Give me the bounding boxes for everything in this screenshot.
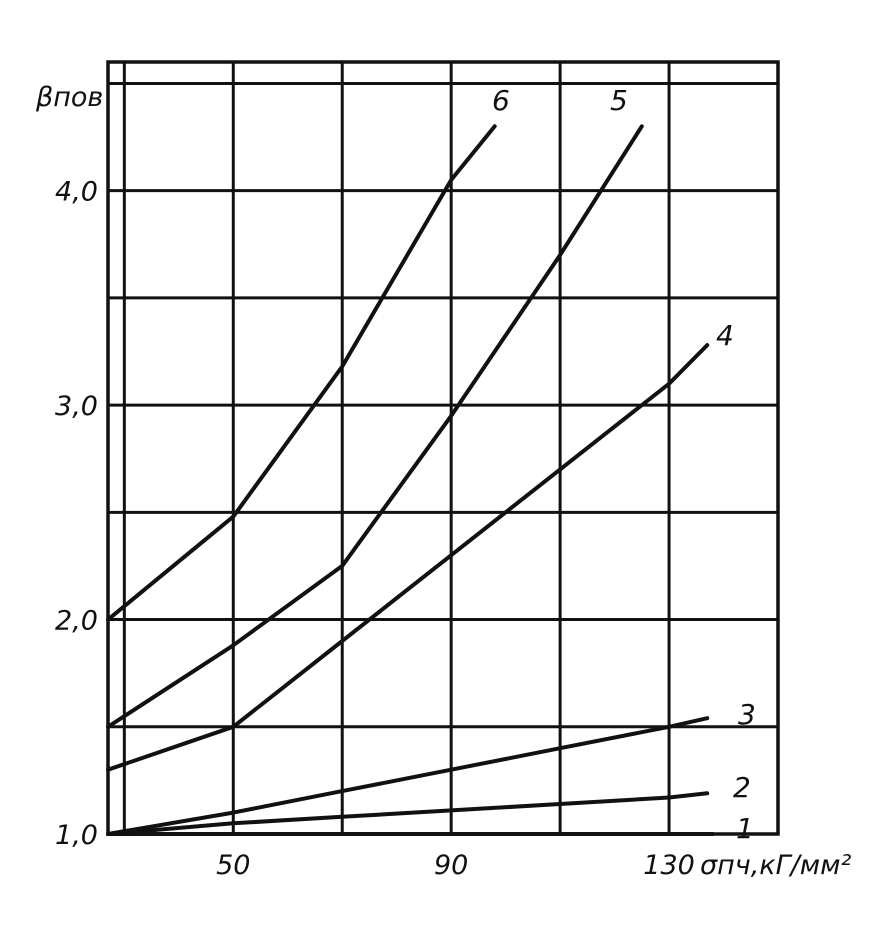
curve-5 [106, 124, 644, 729]
y-tick-label: 4,0 [55, 177, 98, 208]
series-label-3: 3 [738, 698, 756, 731]
series-label-1: 1 [736, 812, 754, 845]
plot-frame [106, 60, 780, 836]
y-axis-label: βпов [35, 82, 103, 113]
curves [106, 124, 715, 836]
x-tick-label: 130 [643, 850, 695, 881]
x-tick-labels: 50 90 130 [216, 850, 695, 881]
series-labels: 1 2 3 4 5 6 [492, 84, 756, 845]
x-tick-label: 50 [216, 850, 250, 881]
grid [108, 62, 778, 834]
series-label-6: 6 [492, 84, 510, 117]
y-tick-label: 2,0 [55, 606, 98, 637]
y-tick-label: 3,0 [55, 391, 98, 422]
series-label-5: 5 [610, 84, 628, 117]
y-tick-labels: 1,0 2,0 3,0 4,0 [55, 177, 98, 851]
curve-2 [106, 791, 710, 836]
x-tick-label: 90 [434, 850, 468, 881]
y-tick-label: 1,0 [55, 820, 98, 851]
curve-6 [106, 124, 497, 622]
series-label-4: 4 [716, 319, 734, 352]
x-axis-label: σпч,кГ/мм² [700, 850, 851, 881]
series-label-2: 2 [733, 771, 751, 804]
curve-3 [106, 716, 710, 836]
curve-4 [106, 343, 710, 772]
